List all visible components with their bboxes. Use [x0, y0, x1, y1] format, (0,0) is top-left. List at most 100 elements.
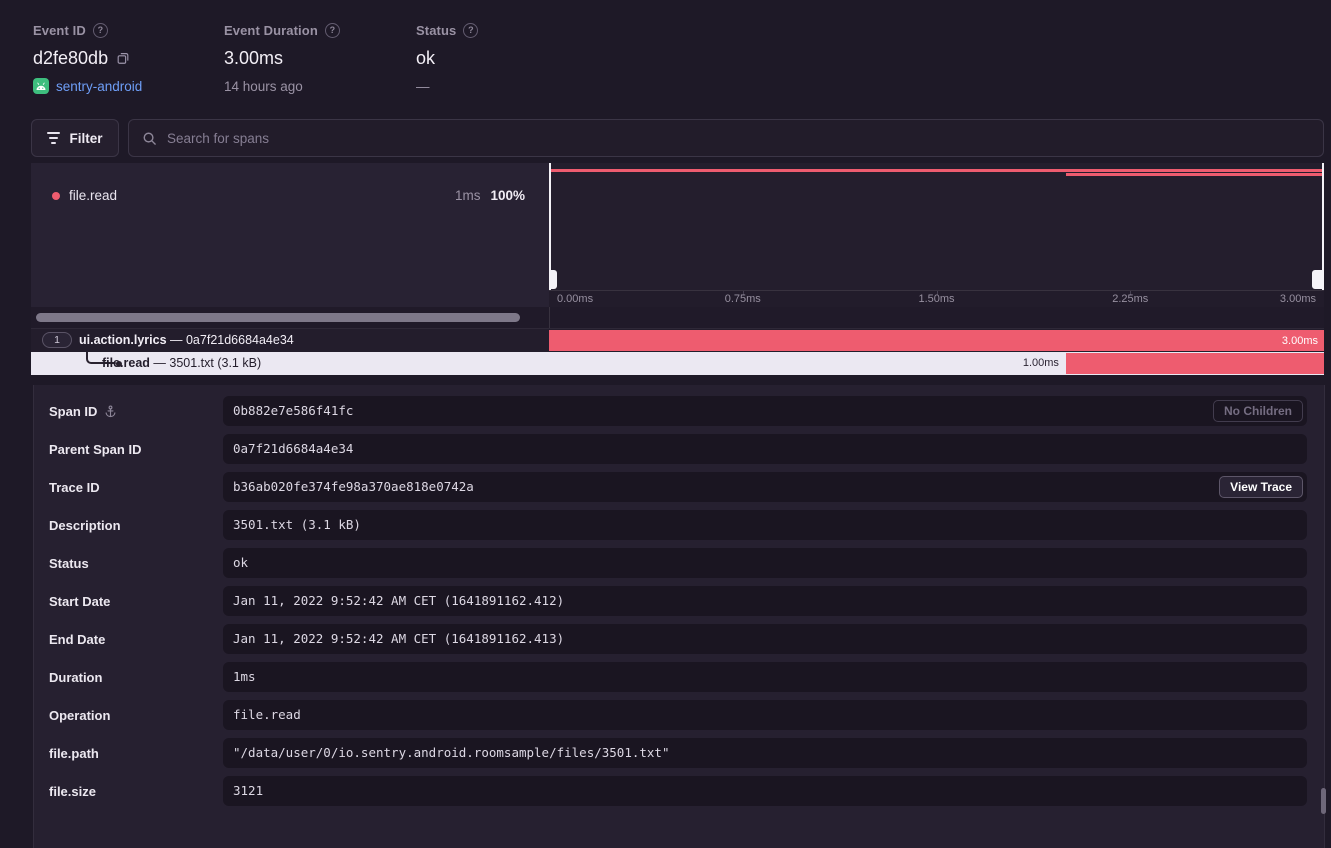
status-label: Status: [416, 22, 457, 38]
span-op: file.read: [102, 356, 150, 370]
minimap-right-handle[interactable]: [1312, 163, 1324, 290]
event-duration-label: Event Duration: [224, 22, 318, 38]
operation-duration: 1ms: [454, 188, 481, 203]
minimap-span-line: [549, 169, 1324, 172]
detail-value-box: Jan 11, 2022 9:52:42 AM CET (1641891162.…: [223, 586, 1307, 616]
axis-tick: 1.50ms: [918, 293, 955, 305]
detail-label: Start Date: [49, 593, 111, 609]
row-action-button[interactable]: View Trace: [1219, 476, 1303, 498]
detail-value: "/data/user/0/io.sentry.android.roomsamp…: [233, 745, 670, 760]
detail-label: file.size: [49, 783, 96, 799]
detail-label: Span ID: [49, 403, 98, 419]
event-duration-value: 3.00ms: [224, 47, 284, 68]
project-link[interactable]: sentry-android: [56, 78, 143, 94]
detail-value-box: b36ab020fe374fe98a370ae818e0742a View Tr…: [223, 472, 1307, 502]
detail-value: 3501.txt (3.1 kB): [233, 517, 361, 532]
span-row-selected[interactable]: file.read — 3501.txt (3.1 kB) 1.00ms: [31, 352, 1324, 375]
detail-value: ok: [233, 555, 249, 570]
span-search: [128, 119, 1324, 157]
minimap-span-line: [1065, 173, 1324, 176]
row-action-button[interactable]: No Children: [1213, 400, 1303, 422]
detail-value-box: file.read: [223, 700, 1307, 730]
help-icon[interactable]: ?: [463, 22, 479, 38]
filter-icon: [47, 132, 61, 144]
details-rows: Span ID 0b882e7e586f41fc No Children Par…: [34, 396, 1324, 806]
minimap-span-lines: [549, 163, 1324, 290]
detail-value-box: 0b882e7e586f41fc No Children: [223, 396, 1307, 426]
detail-value: 1ms: [233, 669, 256, 684]
detail-label: Status: [49, 555, 89, 571]
detail-value-box: "/data/user/0/io.sentry.android.roomsamp…: [223, 738, 1307, 768]
tree-connector-dot: [116, 361, 122, 367]
anchor-icon[interactable]: [104, 404, 117, 418]
child-count-pill[interactable]: 1: [42, 332, 72, 348]
detail-row: Parent Span ID 0a7f21d6684a4e34: [34, 434, 1324, 464]
trace-view: file.read 1ms 100% 0.00ms 0.75ms 1.50: [31, 163, 1324, 375]
android-icon: [33, 78, 49, 94]
operation-percent: 100%: [490, 188, 525, 203]
operations-breakdown-pane: file.read 1ms 100%: [31, 163, 549, 307]
detail-label: Parent Span ID: [49, 441, 142, 457]
detail-value: Jan 11, 2022 9:52:42 AM CET (1641891162.…: [233, 631, 565, 646]
detail-label: Trace ID: [49, 479, 100, 495]
horizontal-scrollbar-thumb[interactable]: [36, 313, 520, 322]
time-axis: 0.00ms 0.75ms 1.50ms 2.25ms 3.00ms: [549, 290, 1324, 307]
detail-label: End Date: [49, 631, 106, 647]
filter-button-label: Filter: [69, 130, 103, 146]
minimap-left-grip[interactable]: [549, 270, 557, 289]
detail-label: Duration: [49, 669, 103, 685]
detail-value: 0a7f21d6684a4e34: [233, 441, 354, 456]
minimap-left-handle[interactable]: [549, 163, 557, 290]
minimap-right-grip[interactable]: [1312, 270, 1324, 289]
detail-row: file.size 3121: [34, 776, 1324, 806]
event-id-block: Event ID ? d2fe80db sentry-android: [33, 22, 142, 95]
span-bar[interactable]: [1065, 353, 1324, 374]
operation-legend-row[interactable]: file.read 1ms 100%: [31, 187, 549, 205]
tree-connector: [86, 352, 114, 364]
event-time-ago: 14 hours ago: [224, 78, 303, 94]
status-block: Status ? ok —: [416, 22, 479, 95]
detail-row: file.path "/data/user/0/io.sentry.androi…: [34, 738, 1324, 768]
toolbar: Filter: [31, 119, 1324, 157]
detail-value: file.read: [233, 707, 301, 722]
detail-row: Status ok: [34, 548, 1324, 578]
span-sep: —: [149, 356, 170, 370]
event-id-value: d2fe80db: [33, 47, 109, 68]
span-details-panel: Span ID 0b882e7e586f41fc No Children Par…: [33, 385, 1325, 848]
detail-row: End Date Jan 11, 2022 9:52:42 AM CET (16…: [34, 624, 1324, 654]
axis-tick: 2.25ms: [1112, 293, 1149, 305]
detail-row: Duration 1ms: [34, 662, 1324, 692]
help-icon[interactable]: ?: [324, 22, 340, 38]
span-bar-duration: 3.00ms: [1281, 334, 1318, 347]
detail-value-box: 1ms: [223, 662, 1307, 692]
help-icon[interactable]: ?: [92, 22, 108, 38]
detail-value-box: 3121: [223, 776, 1307, 806]
detail-row: Trace ID b36ab020fe374fe98a370ae818e0742…: [34, 472, 1324, 502]
copy-icon[interactable]: [116, 51, 130, 65]
trace-minimap[interactable]: 0.00ms 0.75ms 1.50ms 2.25ms 3.00ms: [549, 163, 1324, 307]
event-duration-block: Event Duration ? 3.00ms 14 hours ago: [224, 22, 340, 95]
detail-row: Description 3501.txt (3.1 kB): [34, 510, 1324, 540]
detail-value-box: ok: [223, 548, 1307, 578]
span-sep: —: [166, 333, 186, 347]
axis-tick: 0.00ms: [557, 293, 594, 305]
detail-value: 3121: [233, 783, 264, 798]
status-sub: —: [416, 78, 430, 94]
detail-row: Operation file.read: [34, 700, 1324, 730]
detail-value-box: Jan 11, 2022 9:52:42 AM CET (1641891162.…: [223, 624, 1307, 654]
span-desc: 3501.txt (3.1 kB): [169, 356, 262, 370]
filter-button[interactable]: Filter: [31, 119, 119, 157]
details-scrollbar-thumb[interactable]: [1321, 788, 1326, 814]
span-bar-duration: 1.00ms: [1022, 357, 1059, 369]
search-input[interactable]: [129, 120, 1323, 156]
span-row-root[interactable]: 1 ui.action.lyrics — 0a7f21d6684a4e34 3.…: [31, 329, 1324, 352]
detail-label: Operation: [49, 707, 111, 723]
scrollbar-track: [31, 307, 549, 328]
detail-value: 0b882e7e586f41fc: [233, 403, 354, 418]
detail-value: Jan 11, 2022 9:52:42 AM CET (1641891162.…: [233, 593, 565, 608]
detail-row: Start Date Jan 11, 2022 9:52:42 AM CET (…: [34, 586, 1324, 616]
operation-name: file.read: [69, 188, 118, 203]
span-bar[interactable]: 3.00ms: [549, 330, 1324, 351]
search-icon: [142, 131, 157, 151]
detail-label: Description: [49, 517, 121, 533]
